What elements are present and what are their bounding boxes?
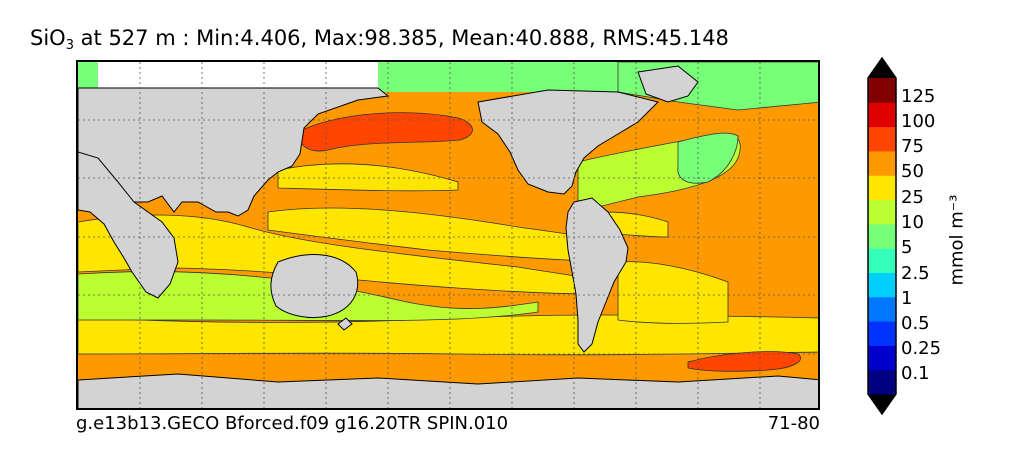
run-label: g.e13b13.GECO Bforced.f09 g16.20TR SPIN.… [76,413,509,434]
cb-tick-0.25: 0.25 [901,338,942,359]
cb-tick-100: 100 [901,111,936,132]
australia [270,254,359,319]
colorbar-segment-7 [868,199,896,225]
colorbar-segment-5 [868,248,896,273]
cb-tick-0.5: 0.5 [901,313,930,334]
cb-tick-125: 125 [901,86,936,107]
colorbar-segment-10 [868,126,896,152]
map-panel[interactable] [76,60,820,410]
colorbar-segment-11 [868,102,896,128]
colorbar-segment-0 [868,369,896,395]
colorbar-segment-1 [868,345,896,371]
gridlines [78,62,818,408]
atlantic-5-10 [677,132,739,184]
colorbar-segment-4 [868,272,896,298]
colorbar-segment-9 [868,150,896,176]
cb-tick-5: 5 [901,237,913,258]
cb-tick-10: 10 [901,212,924,233]
africa [78,151,179,299]
new-zealand [337,317,353,331]
cb-tick-0.1: 0.1 [901,363,930,384]
cb-tick-50: 50 [901,161,924,182]
cb-tick-75: 75 [901,136,924,157]
antarctica [78,373,818,408]
title-variable: SiO [30,26,66,50]
band-north-pacific-yellow [277,163,459,192]
colorbar-segment-3 [868,296,896,322]
cb-tick-2.5: 2.5 [901,263,930,284]
colorbar-segment-6 [868,223,896,249]
colorbar-segment-8 [868,175,896,201]
page-title: SiO3 at 527 m : Min:4.406, Max:98.385, M… [30,26,880,53]
cb-tick-25: 25 [901,187,924,208]
cb-tick-1: 1 [901,288,913,309]
sio3-map [78,62,818,408]
colorbar-segment-2 [868,321,896,346]
colorbar-extend-max [868,58,896,78]
title-stats: at 527 m : Min:4.406, Max:98.385, Mean:4… [73,26,729,50]
greenland [637,65,699,103]
colorbar-units: mmol m⁻³ [946,194,968,286]
years-label: 71-80 [767,413,820,434]
south-pacific-high [687,351,802,372]
title-subscript: 3 [65,38,74,53]
colorbar-segment-12 [868,78,896,103]
colorbar-extend-min [868,394,896,414]
colorbar [867,56,897,416]
arctic-missing [98,62,378,88]
north-pacific-high [297,112,473,152]
south-atlantic-25-50 [617,261,729,324]
colorbar-outline [867,56,897,416]
land [78,65,818,408]
south-america [565,197,629,353]
